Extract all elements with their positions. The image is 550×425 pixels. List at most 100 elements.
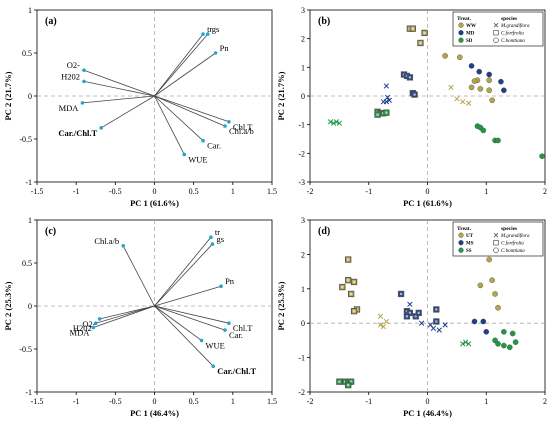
loading-vector	[154, 305, 202, 341]
loading-point	[201, 138, 205, 143]
x-axis-title: PC 1 (61.6%)	[403, 198, 452, 208]
legend-species-label: M.grandiflora	[500, 24, 530, 29]
data-point	[501, 342, 507, 349]
loading-point	[219, 284, 223, 289]
loading-label: H202	[73, 323, 92, 333]
loading-point	[223, 328, 227, 332]
loading-label: MDA	[70, 328, 91, 338]
loading-label: Car./Chl.T	[58, 128, 97, 138]
y-tick-label: 1	[28, 216, 32, 225]
data-point	[465, 100, 472, 106]
legend-treat-label: UT	[466, 234, 474, 239]
data-point	[480, 127, 487, 134]
loading-point	[227, 321, 231, 326]
y-tick-label: 0.5	[22, 49, 32, 58]
data-point	[486, 77, 492, 84]
x-axis-title: PC 1 (46.4%)	[130, 408, 179, 418]
y-axis-title: PC 2 (25.3%)	[3, 281, 13, 330]
data-point	[421, 29, 428, 37]
x-tick-label: 2	[543, 397, 547, 406]
loading-point	[223, 124, 227, 128]
data-point	[442, 53, 448, 59]
loading-vector	[154, 95, 226, 127]
data-point	[430, 325, 437, 332]
loading-label: tr	[207, 24, 212, 34]
y-tick-label: -0.5	[19, 135, 32, 144]
loading-label: Car./Chl.T	[217, 366, 256, 376]
legend-species-marker	[493, 232, 499, 238]
loading-vector	[82, 95, 155, 104]
loading-point	[82, 79, 86, 84]
legend: Treat. species WW MD SD M.grandiflora C.fortfr…	[452, 11, 544, 47]
y-tick-label: -1	[298, 354, 305, 363]
loading-vector	[154, 33, 204, 97]
loading-vector	[154, 285, 222, 307]
loading-vector	[101, 95, 155, 129]
data-point	[492, 291, 498, 297]
loading-vector	[99, 305, 155, 320]
data-point	[477, 282, 484, 289]
data-point	[539, 153, 545, 159]
y-tick-label: -1	[298, 121, 305, 130]
legend-species-marker	[493, 22, 499, 28]
data-point	[509, 330, 516, 337]
legend-species-label: M.grandiflora	[500, 234, 530, 239]
legend-species-label: C.bonttiana	[501, 39, 525, 44]
legend-treat-marker	[458, 240, 464, 246]
data-point	[463, 339, 469, 345]
y-tick-label: 0	[301, 92, 305, 101]
x-tick-label: -1	[73, 187, 80, 196]
y-tick-label: -1	[25, 178, 32, 187]
loading-point	[97, 317, 102, 321]
loading-point	[227, 120, 231, 124]
data-point	[465, 341, 472, 347]
x-tick-label: -1	[365, 187, 372, 196]
x-axis-title: PC 1 (61.6%)	[130, 198, 179, 208]
panel-label: (a)	[45, 16, 57, 27]
x-tick-label: 1	[231, 397, 235, 406]
loading-vector	[154, 243, 213, 307]
y-tick-label: 0	[301, 319, 305, 328]
x-tick-label: -1	[365, 397, 372, 406]
y-tick-label: -1	[25, 388, 32, 397]
loading-point	[93, 321, 98, 326]
y-tick-label: -0.5	[19, 345, 32, 354]
loading-label: Car.	[229, 330, 243, 340]
data-point	[495, 341, 501, 347]
data-point	[506, 344, 513, 351]
panel-label: (d)	[318, 226, 330, 237]
legend-species-marker	[493, 247, 499, 253]
legend-treat-marker	[458, 30, 464, 36]
y-tick-label: 2	[301, 35, 305, 44]
loading-point	[91, 325, 96, 330]
data-point	[471, 318, 478, 325]
data-point	[383, 83, 390, 89]
legend-box	[452, 221, 544, 257]
loading-vector	[122, 245, 155, 307]
x-tick-label: 0	[426, 397, 430, 406]
x-tick-label: 2	[543, 187, 547, 196]
data-point	[483, 328, 490, 335]
x-tick-label: -1.5	[31, 397, 44, 406]
data-point	[411, 91, 418, 98]
x-tick-label: -2	[307, 187, 314, 196]
legend-species-marker	[493, 37, 499, 43]
data-point	[350, 308, 358, 315]
x-tick-label: 1	[484, 187, 488, 196]
loading-point	[201, 32, 205, 36]
data-point	[407, 301, 413, 307]
x-tick-label: -1.5	[31, 187, 44, 196]
data-point	[486, 71, 492, 78]
data-point	[460, 341, 466, 347]
data-point	[486, 87, 492, 94]
legend-box	[452, 11, 544, 47]
data-point	[501, 87, 507, 94]
x-tick-label: 1	[484, 397, 488, 406]
data-point	[436, 327, 442, 333]
data-point	[457, 54, 463, 61]
loading-label: O2-	[67, 60, 80, 70]
loading-point	[121, 244, 125, 248]
data-point	[480, 318, 487, 325]
legend-species-marker	[493, 240, 499, 246]
loading-point	[205, 32, 210, 36]
